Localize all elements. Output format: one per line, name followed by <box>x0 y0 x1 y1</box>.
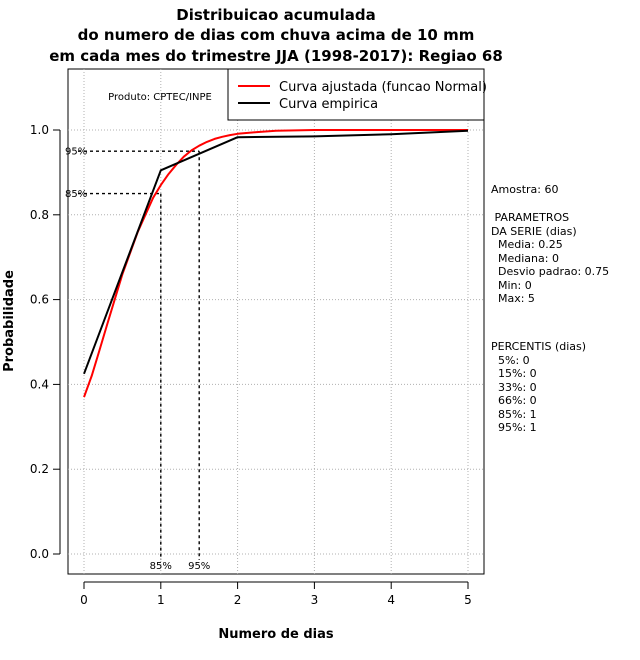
percentil-66: 66%: 0 <box>491 394 537 407</box>
y-tick-label-3: 0.6 <box>30 293 49 307</box>
y-tick-label-2: 0.4 <box>30 377 49 391</box>
param-min: Min: 0 <box>491 278 532 292</box>
sample-size: Amostra: 60 <box>491 183 559 196</box>
x-tick-label-5: 5 <box>464 593 472 607</box>
legend-box <box>227 68 485 121</box>
param-mediana: Mediana: 0 <box>491 251 559 265</box>
chart-title-line-3: em cada mes do trimestre JJA (1998-2017)… <box>49 47 503 65</box>
params-title-2: DA SERIE (dias) <box>491 224 577 238</box>
percentil-85: 85%: 1 <box>491 407 537 421</box>
param-max: Max: 5 <box>491 292 535 305</box>
x-tick-label-3: 3 <box>311 593 319 607</box>
y-ticks: 0.0 0.2 0.4 0.6 0.8 1.0 <box>30 123 60 561</box>
legend-label-fitted: Curva ajustada (funcao Normal) <box>279 80 487 95</box>
axes <box>59 130 468 583</box>
y-axis-title: Probabilidade <box>2 270 17 372</box>
percentile-prob-label-85: 85% <box>65 189 87 200</box>
x-tick-label-1: 1 <box>157 593 165 607</box>
percentile-x-label-85: 85% <box>150 561 172 572</box>
percentil-15: 15%: 0 <box>491 367 537 380</box>
legend-label-empirical: Curva empirica <box>279 97 378 112</box>
y-tick-label-0: 0.0 <box>30 547 49 561</box>
legend: Curva ajustada (funcao Normal) Curva emp… <box>227 68 487 121</box>
series-fitted-normal-line <box>83 129 468 398</box>
plot-area-frame <box>67 68 485 575</box>
y-tick-label-5: 1.0 <box>30 123 49 137</box>
y-tick-label-1: 0.2 <box>30 462 49 476</box>
chart-title-line-1: Distribuicao acumulada <box>176 6 375 24</box>
percentile-x-label-95: 95% <box>188 561 210 572</box>
x-tick-label-2: 2 <box>234 593 242 607</box>
percentil-95: 95%: 1 <box>491 421 537 434</box>
grid-lines <box>68 69 484 574</box>
percentil-33: 33%: 0 <box>491 380 537 394</box>
percentile-guide-lines: 85% 85% 95% 95% <box>65 147 210 572</box>
x-ticks: 0 1 2 3 4 5 <box>80 582 472 607</box>
percentil-5: 5%: 0 <box>491 353 530 367</box>
x-tick-label-0: 0 <box>80 593 88 607</box>
chart-title-line-2: do numero de dias com chuva acima de 10 … <box>78 26 475 44</box>
params-title-1: PARAMETROS <box>491 211 570 224</box>
y-tick-label-4: 0.8 <box>30 208 49 222</box>
param-media: Media: 0.25 <box>491 238 563 251</box>
series-empirical-line <box>83 129 469 375</box>
product-label: Produto: CPTEC/INPE <box>108 92 212 103</box>
x-tick-label-4: 4 <box>387 593 395 607</box>
percentis-title: PERCENTIS (dias) <box>491 340 587 353</box>
param-desvio: Desvio padrao: 0.75 <box>491 265 610 278</box>
series-layer <box>83 129 469 398</box>
percentile-prob-label-95: 95% <box>65 147 87 158</box>
x-axis-title: Numero de dias <box>218 627 334 642</box>
